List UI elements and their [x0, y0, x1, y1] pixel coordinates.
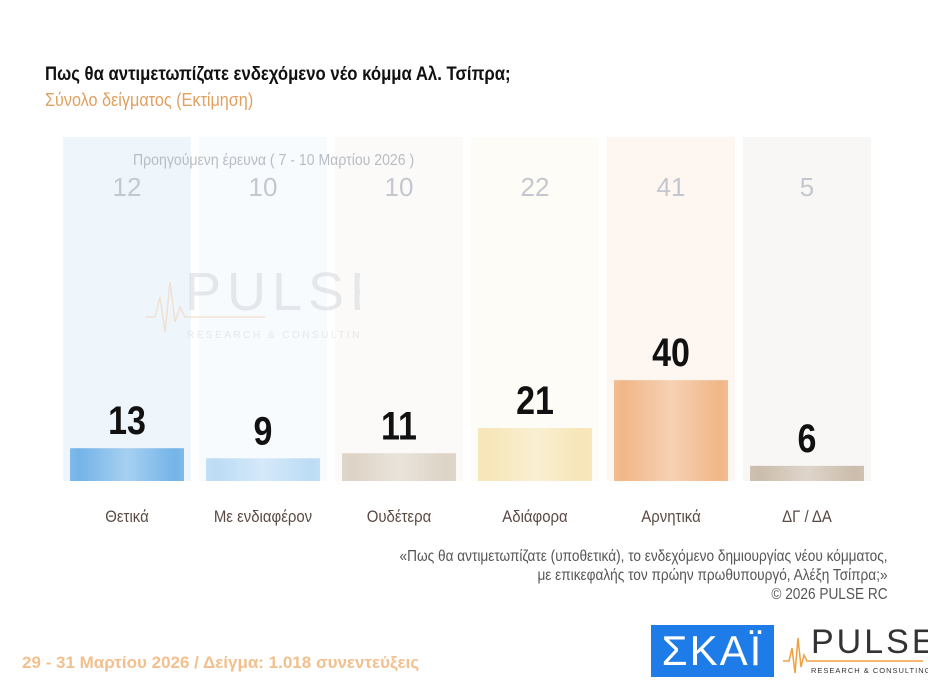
- category-label: Με ενδιαφέρον: [214, 508, 312, 526]
- previous-value-label: 22: [521, 172, 550, 202]
- bar: [342, 453, 456, 481]
- category-label: Θετικά: [105, 508, 148, 526]
- background-column: [199, 137, 327, 481]
- bar: [206, 458, 320, 481]
- bar-tint: [342, 453, 456, 481]
- previous-survey-label: Προηγούμενη έρευνα ( 7 - 10 Μαρτίου 2026…: [133, 152, 415, 169]
- chart-title: Πως θα αντιμετωπίζατε ενδεχόμενο νέο κόμ…: [45, 64, 511, 85]
- pulse-watermark: PULSE RESEARCH & CONSULTING: [145, 262, 360, 341]
- watermark-tagline: RESEARCH & CONSULTING: [187, 330, 360, 341]
- previous-value-label: 5: [800, 172, 814, 202]
- chart-subtitle: Σύνολο δείγματος (Εκτίμηση): [45, 90, 254, 110]
- copyright: © 2026 PULSE RC: [771, 586, 888, 603]
- value-label: 40: [652, 330, 690, 375]
- value-label: 11: [381, 403, 417, 448]
- category-label: Αρνητικά: [641, 508, 700, 526]
- previous-value-label: 10: [249, 172, 278, 202]
- note-line-2: με επικεφαλής τον πρώην πρωθυπουργό, Αλέ…: [537, 567, 888, 584]
- background-column: [63, 137, 191, 481]
- pulse-logo: PULSE RESEARCH & CONSULTING: [783, 623, 928, 675]
- svg-text:PULSE: PULSE: [811, 623, 928, 661]
- watermark-text: PULSE: [185, 262, 360, 322]
- bar-chart: 12 13 Θετικά 10 9 Με ενδιαφέρον 10 11 Ουδέτερα 22…: [63, 137, 871, 527]
- background-column: [471, 137, 599, 481]
- category-label: Αδιάφορα: [502, 508, 567, 526]
- bar: [750, 465, 864, 481]
- bar-tint: [70, 448, 184, 481]
- category-label: ΔΓ / ΔΑ: [782, 508, 832, 526]
- category-label: Ουδέτερα: [367, 508, 432, 526]
- bar-tint: [206, 458, 320, 481]
- value-label: 6: [798, 415, 817, 460]
- note-line-1: «Πως θα αντιμετωπίζατε (υποθετικά), το ε…: [399, 548, 888, 565]
- question-note: «Πως θα αντιμετωπίζατε (υποθετικά), το ε…: [400, 547, 888, 604]
- svg-text:RESEARCH & CONSULTING: RESEARCH & CONSULTING: [811, 666, 928, 675]
- footer-sample-info: 29 - 31 Μαρτίου 2026 / Δείγμα: 1.018 συν…: [22, 653, 420, 672]
- bar-tint: [614, 380, 728, 481]
- bar-tint: [478, 428, 592, 481]
- value-label: 13: [108, 398, 146, 443]
- bar: [70, 448, 184, 481]
- background-column: [335, 137, 463, 481]
- value-label: 21: [516, 377, 554, 422]
- skai-logo: ΣΚΑΪ: [651, 625, 774, 677]
- previous-value-label: 41: [657, 172, 686, 202]
- bar-tint: [750, 465, 864, 481]
- background-column: [743, 137, 871, 481]
- previous-value-label: 12: [113, 172, 142, 202]
- value-label: 9: [254, 408, 273, 453]
- bar: [614, 380, 728, 481]
- previous-value-label: 10: [385, 172, 414, 202]
- bar: [478, 428, 592, 481]
